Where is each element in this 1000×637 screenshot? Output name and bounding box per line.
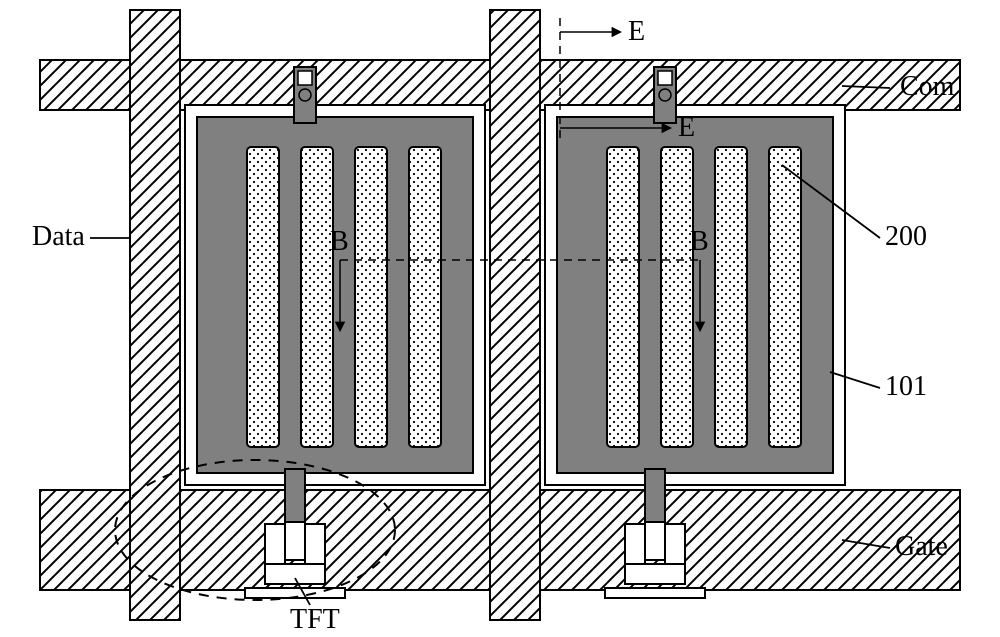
tft-1-drain-inner [285, 522, 305, 560]
label-200: 200 [885, 221, 927, 252]
label-tft: TFT [290, 604, 340, 635]
data-line-1 [130, 10, 180, 620]
label-com: Com [900, 71, 955, 102]
pixel-1-via-pad [298, 71, 312, 85]
pixel-1-slit-0 [247, 147, 279, 447]
label-b-1: B [330, 226, 349, 257]
tft-2-u-bottom [625, 564, 685, 584]
pixel-2-via-pad [658, 71, 672, 85]
pixel-1-slit-3 [409, 147, 441, 447]
tft-2-gate-bar-finger [605, 588, 705, 598]
pixel-2-slit-3 [769, 147, 801, 447]
pixel-2-slit-2 [715, 147, 747, 447]
pixel-2-slit-1 [661, 147, 693, 447]
label-101: 101 [885, 371, 927, 402]
pixel-1-slit-1 [301, 147, 333, 447]
label-data: Data [32, 221, 85, 252]
tft-2-drain-inner [645, 522, 665, 560]
pixel-2-slit-0 [607, 147, 639, 447]
label-e-bottom: E [678, 112, 695, 143]
diagram-canvas: Com Data Gate TFT 200 101 E E B B [0, 0, 1000, 637]
label-e-top: E [628, 16, 645, 47]
pixel-1-slit-2 [355, 147, 387, 447]
label-b-2: B [690, 226, 709, 257]
data-line-2 [490, 10, 540, 620]
tft-1-u-bottom [265, 564, 325, 584]
label-gate: Gate [895, 531, 948, 562]
